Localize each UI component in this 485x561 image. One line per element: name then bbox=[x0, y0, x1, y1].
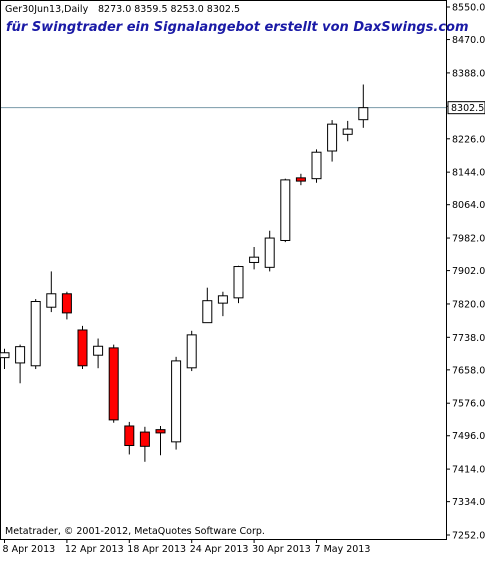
candle bbox=[358, 84, 369, 128]
candle-body-bear bbox=[108, 347, 119, 421]
y-tick-label: 8226.0 bbox=[452, 134, 485, 145]
candle bbox=[171, 356, 182, 450]
x-tick-label: 8 Apr 2013 bbox=[3, 544, 56, 555]
y-tick-label: 7496.0 bbox=[452, 431, 485, 442]
y-tick-label: 8064.0 bbox=[452, 200, 485, 211]
candle bbox=[295, 173, 306, 186]
candle bbox=[155, 425, 166, 456]
candle bbox=[124, 421, 135, 455]
candle bbox=[233, 265, 244, 304]
candle bbox=[327, 120, 338, 162]
candle-body-bull bbox=[233, 266, 244, 299]
current-price-box bbox=[447, 101, 485, 115]
candle-body-bull bbox=[217, 295, 228, 304]
candle-body-bear bbox=[295, 177, 306, 182]
candle-body-bear bbox=[61, 293, 72, 314]
candle bbox=[249, 247, 260, 270]
candle-body-bull bbox=[249, 256, 260, 263]
candle-body-bull bbox=[327, 123, 338, 152]
candles-layer bbox=[0, 84, 369, 462]
ohlc-label: 8273.0 8359.5 8253.0 8302.5 bbox=[98, 4, 240, 15]
candle-body-bull bbox=[30, 301, 41, 367]
candle-body-bull bbox=[171, 360, 182, 443]
y-tick-label: 7252.0 bbox=[452, 531, 485, 542]
candle bbox=[280, 178, 291, 243]
candle-body-bull bbox=[0, 352, 10, 359]
chart-heading: für Swingtrader ein Signalangebot erstel… bbox=[6, 20, 469, 35]
candle bbox=[30, 299, 41, 370]
candle bbox=[46, 271, 57, 313]
candle bbox=[15, 344, 26, 384]
candle-body-bull bbox=[311, 151, 322, 180]
x-tick-label: 7 May 2013 bbox=[315, 544, 371, 555]
y-tick-label: 8470.0 bbox=[452, 35, 485, 46]
candle bbox=[264, 230, 275, 272]
x-tick-label: 18 Apr 2013 bbox=[127, 544, 186, 555]
x-axis: 8 Apr 2013 12 Apr 2013 18 Apr 2013 24 Apr 2… bbox=[3, 540, 371, 555]
candle-body-bull bbox=[15, 346, 26, 364]
y-tick-label: 7820.0 bbox=[452, 299, 485, 310]
y-tick-label: 7658.0 bbox=[452, 365, 485, 376]
candle bbox=[139, 426, 150, 462]
candle bbox=[202, 287, 213, 324]
candle-body-bear bbox=[155, 429, 166, 434]
candle-body-bull bbox=[93, 345, 104, 356]
plot-frame bbox=[0, 0, 447, 540]
x-tick-label: 24 Apr 2013 bbox=[190, 544, 249, 555]
candle bbox=[61, 291, 72, 320]
y-tick-label: 8144.0 bbox=[452, 168, 485, 179]
candle bbox=[77, 325, 88, 370]
x-tick-label: 12 Apr 2013 bbox=[65, 544, 124, 555]
candle-body-bear bbox=[77, 329, 88, 367]
y-tick-label: 7738.0 bbox=[452, 333, 485, 344]
candle-body-bear bbox=[139, 431, 150, 447]
current-price-marker: 8302.5 bbox=[447, 101, 485, 115]
candle bbox=[311, 149, 322, 183]
y-tick-label: 7334.0 bbox=[452, 497, 485, 508]
candle-body-bull bbox=[202, 300, 213, 324]
y-tick-label: 7414.0 bbox=[452, 465, 485, 476]
instrument-label: Ger30Jun13,Daily bbox=[5, 4, 89, 15]
current-price-label: 8302.5 bbox=[451, 103, 484, 114]
y-tick-label: 8388.0 bbox=[452, 68, 485, 79]
x-tick-label: 30 Apr 2013 bbox=[252, 544, 311, 555]
candle bbox=[93, 338, 104, 369]
candle bbox=[342, 120, 353, 142]
candle-body-bull bbox=[280, 179, 291, 241]
candle bbox=[186, 330, 197, 372]
candle bbox=[108, 344, 119, 423]
candle-body-bull bbox=[358, 107, 369, 121]
candle bbox=[217, 291, 228, 317]
y-tick-label: 7576.0 bbox=[452, 399, 485, 410]
y-tick-label: 8550.0 bbox=[452, 3, 485, 14]
y-axis: 8550.08470.08388.08306.08226.08144.08064… bbox=[446, 3, 485, 542]
candle-body-bull bbox=[342, 128, 353, 135]
candle bbox=[0, 348, 10, 370]
candle-body-bear bbox=[124, 425, 135, 447]
candle-body-bull bbox=[264, 237, 275, 268]
candle-body-bull bbox=[186, 334, 197, 369]
y-tick-label: 7902.0 bbox=[452, 266, 485, 277]
candle-body-bull bbox=[46, 293, 57, 308]
y-tick-label: 7982.0 bbox=[452, 234, 485, 245]
copyright-footer: Metatrader, © 2001-2012, MetaQuotes Soft… bbox=[5, 526, 265, 537]
